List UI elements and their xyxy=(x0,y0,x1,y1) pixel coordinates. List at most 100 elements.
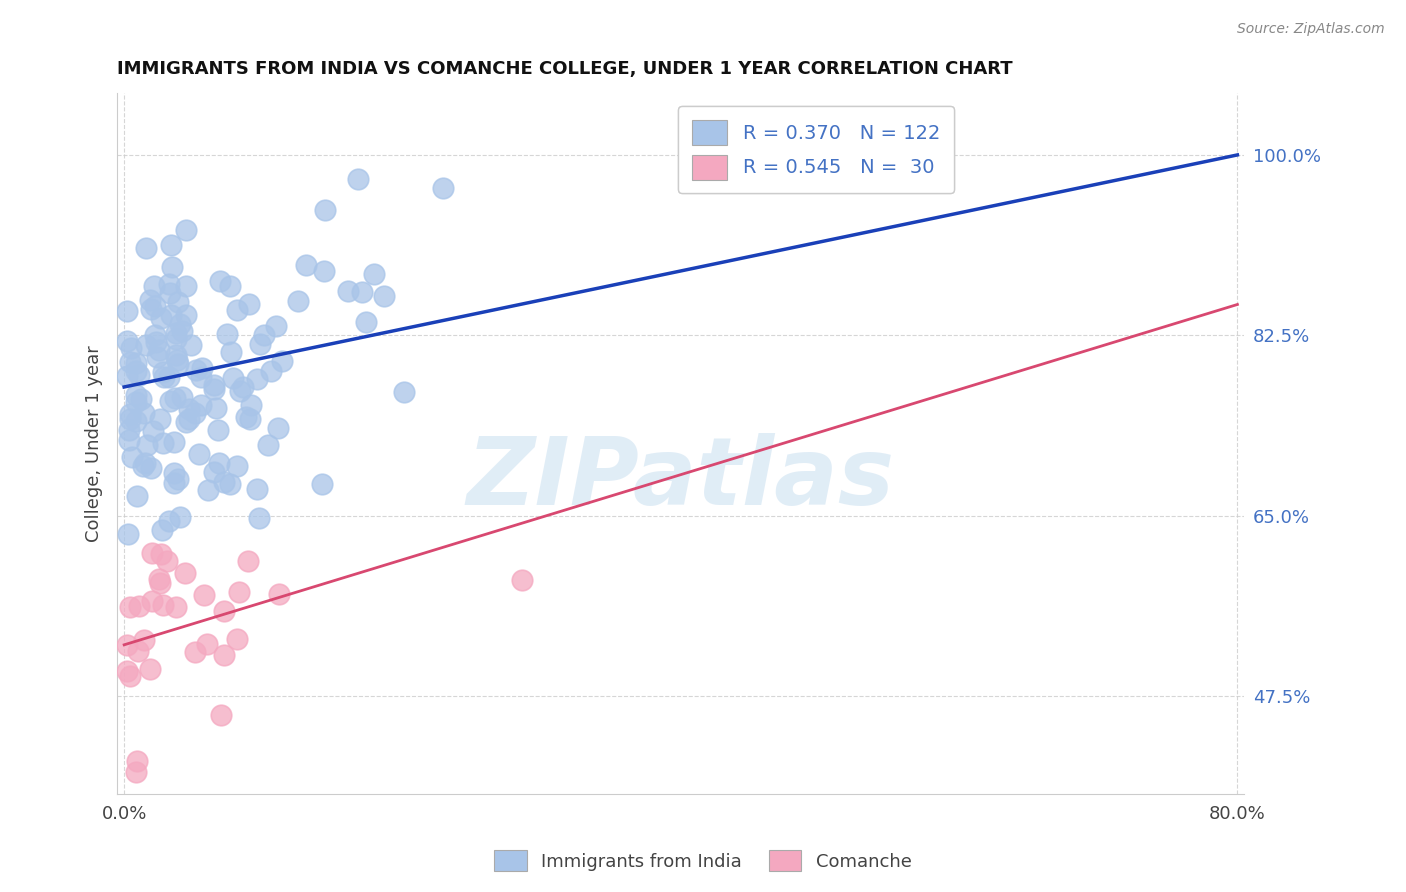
Point xyxy=(356,315,378,329)
Point xyxy=(166,295,188,310)
Point xyxy=(195,636,218,650)
Point xyxy=(118,423,141,437)
Point xyxy=(270,354,292,368)
Point xyxy=(149,412,172,426)
Point xyxy=(166,352,188,367)
Point xyxy=(229,384,252,398)
Point xyxy=(165,391,187,405)
Point xyxy=(222,370,245,384)
Point xyxy=(174,279,197,293)
Point xyxy=(208,456,231,470)
Point xyxy=(124,364,146,378)
Point xyxy=(162,260,184,274)
Point xyxy=(134,456,156,470)
Point xyxy=(212,648,235,663)
Point xyxy=(174,223,197,237)
Point xyxy=(165,348,187,362)
Point xyxy=(184,406,207,420)
Point xyxy=(174,415,197,429)
Point xyxy=(149,575,172,590)
Point xyxy=(139,293,162,307)
Point xyxy=(217,326,239,341)
Point xyxy=(235,409,257,424)
Point xyxy=(177,401,200,416)
Point xyxy=(134,406,156,420)
Point xyxy=(115,638,138,652)
Point xyxy=(257,438,280,452)
Point xyxy=(141,594,163,608)
Point xyxy=(197,483,219,497)
Point xyxy=(127,489,149,503)
Point xyxy=(159,237,181,252)
Point xyxy=(139,461,162,475)
Point xyxy=(350,285,373,299)
Point xyxy=(115,334,138,348)
Point xyxy=(247,510,270,524)
Point xyxy=(115,664,138,678)
Point xyxy=(510,573,533,587)
Point xyxy=(202,378,225,392)
Point xyxy=(169,317,191,331)
Point xyxy=(363,268,385,282)
Point xyxy=(117,527,139,541)
Point xyxy=(170,324,193,338)
Point xyxy=(153,370,176,384)
Point xyxy=(125,414,148,428)
Text: Source: ZipAtlas.com: Source: ZipAtlas.com xyxy=(1237,22,1385,37)
Point xyxy=(148,572,170,586)
Point xyxy=(143,279,166,293)
Point xyxy=(238,297,260,311)
Point xyxy=(157,514,180,528)
Point xyxy=(253,327,276,342)
Point xyxy=(135,241,157,255)
Point xyxy=(190,398,212,412)
Point xyxy=(120,341,142,355)
Point xyxy=(267,420,290,434)
Point xyxy=(214,604,236,618)
Point xyxy=(346,171,368,186)
Point xyxy=(127,754,149,768)
Point xyxy=(287,294,309,309)
Point xyxy=(125,764,148,779)
Point xyxy=(249,337,271,351)
Point xyxy=(202,465,225,479)
Point xyxy=(152,598,174,612)
Point xyxy=(180,338,202,352)
Point xyxy=(392,384,415,399)
Point xyxy=(152,365,174,379)
Text: IMMIGRANTS FROM INDIA VS COMANCHE COLLEGE, UNDER 1 YEAR CORRELATION CHART: IMMIGRANTS FROM INDIA VS COMANCHE COLLEG… xyxy=(117,60,1012,78)
Point xyxy=(169,510,191,524)
Point xyxy=(118,599,141,614)
Point xyxy=(150,523,173,537)
Point xyxy=(218,279,240,293)
Point xyxy=(165,332,187,346)
Point xyxy=(135,438,157,452)
Point xyxy=(163,475,186,490)
Point xyxy=(141,546,163,560)
Point xyxy=(129,392,152,406)
Point xyxy=(166,600,188,615)
Point xyxy=(145,334,167,349)
Point xyxy=(156,554,179,568)
Point xyxy=(128,368,150,382)
Point xyxy=(191,360,214,375)
Point xyxy=(236,554,259,568)
Point xyxy=(226,302,249,317)
Point xyxy=(159,308,181,322)
Point xyxy=(167,357,190,371)
Point xyxy=(183,645,205,659)
Point xyxy=(118,433,141,447)
Point xyxy=(202,383,225,397)
Point xyxy=(139,662,162,676)
Point xyxy=(212,475,235,489)
Point xyxy=(336,284,359,298)
Point xyxy=(228,585,250,599)
Point xyxy=(121,450,143,465)
Point xyxy=(115,303,138,318)
Point xyxy=(163,434,186,449)
Point xyxy=(150,548,173,562)
Point xyxy=(146,350,169,364)
Point xyxy=(125,355,148,369)
Point xyxy=(141,424,163,438)
Point xyxy=(143,299,166,313)
